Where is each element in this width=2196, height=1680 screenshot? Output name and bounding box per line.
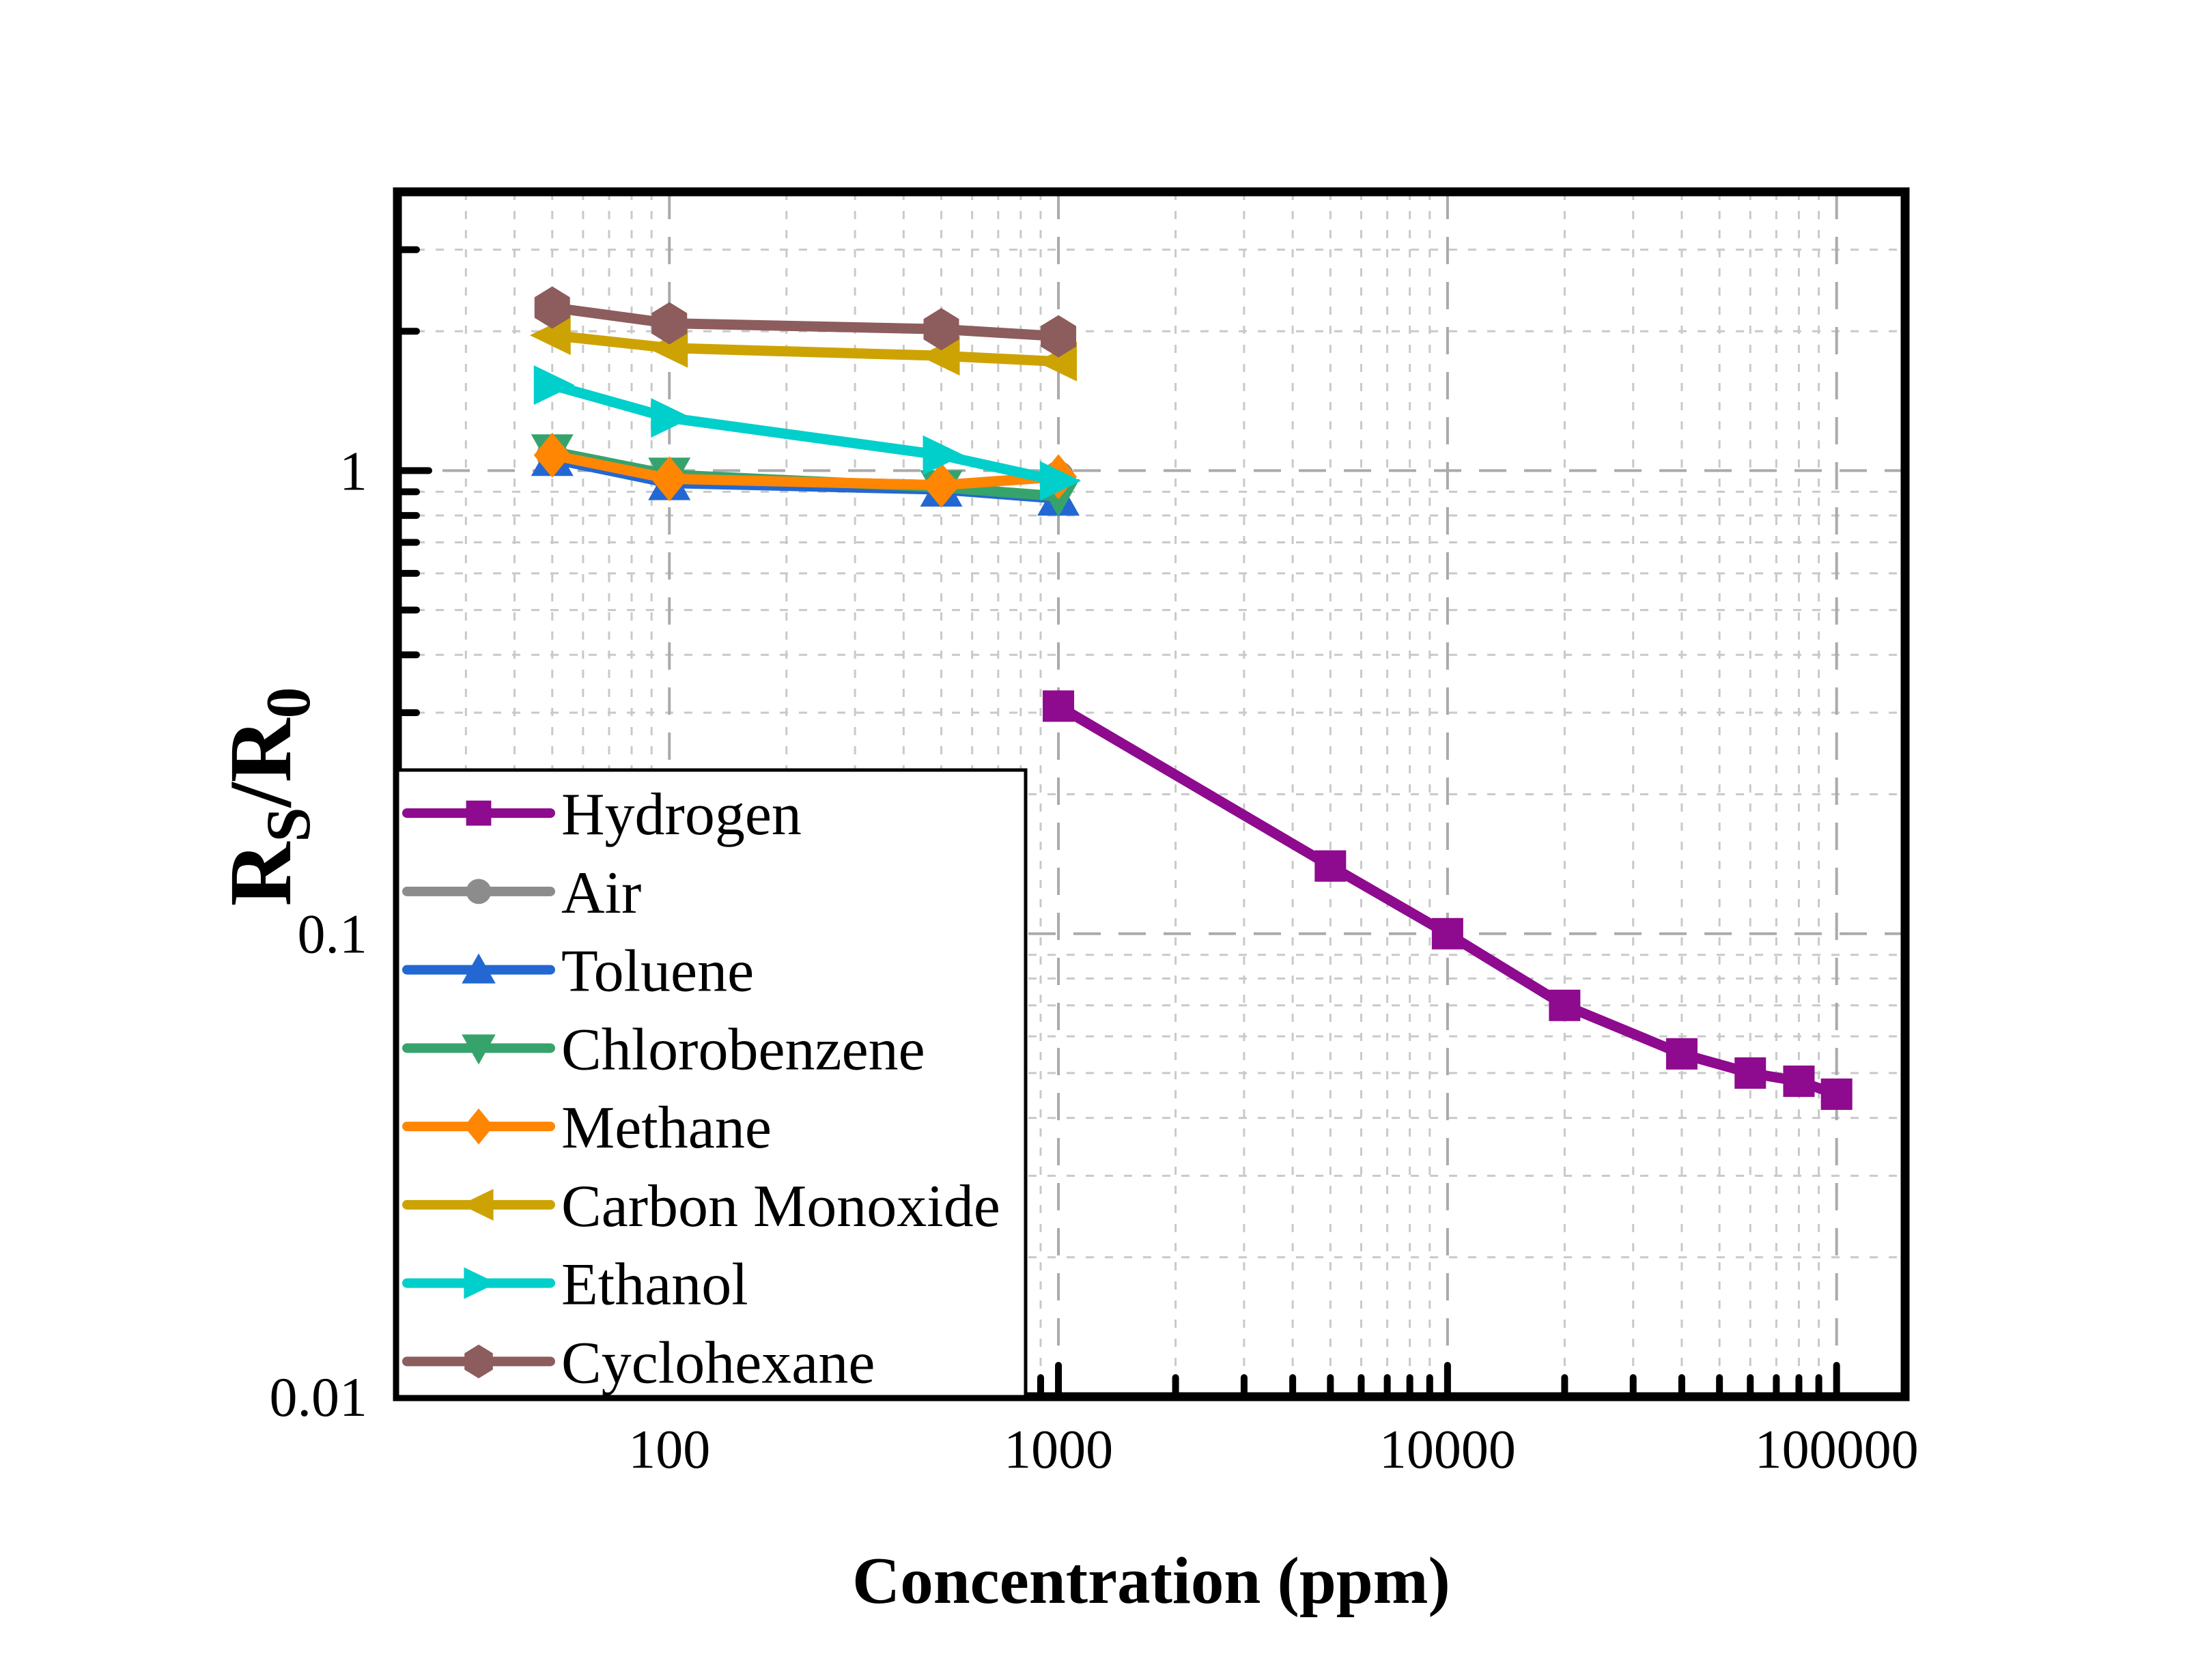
series-marker-ethanol <box>1040 461 1082 501</box>
legend-label-ethanol: Ethanol <box>561 1252 748 1318</box>
series-marker-cyclohexane <box>651 302 688 345</box>
y-tick-label: 0.01 <box>270 1366 368 1428</box>
x-tick-label: 1000 <box>1004 1420 1113 1480</box>
legend-marker-air <box>466 879 492 905</box>
series-marker-hydrogen <box>1431 917 1463 950</box>
legend-marker-cyclohexane <box>464 1344 493 1379</box>
x-tick-label: 100 <box>628 1420 710 1480</box>
legend-label-toluene: Toluene <box>561 939 754 1005</box>
series-marker-hydrogen <box>1734 1057 1766 1089</box>
legend-label-cyclohexane: Cyclohexane <box>561 1330 875 1396</box>
series-line-methane <box>551 450 1059 491</box>
series-marker-hydrogen <box>1820 1078 1853 1110</box>
x-axis-title: Concentration (ppm) <box>852 1544 1450 1617</box>
legend-marker-chlorobenzene <box>462 1034 496 1065</box>
legend-label-methane: Methane <box>561 1095 772 1161</box>
x-tick-label: 100000 <box>1755 1420 1919 1480</box>
series-line-carbon-monoxide <box>551 330 1059 367</box>
series-marker-hydrogen <box>1665 1038 1698 1070</box>
legend-label-air: Air <box>561 860 641 926</box>
x-tick-label: 10000 <box>1379 1420 1516 1480</box>
series-line-cyclohexane <box>551 302 1059 342</box>
series-marker-methane <box>923 462 960 508</box>
legend-label-hydrogen: Hydrogen <box>561 782 802 848</box>
series-marker-hydrogen <box>1783 1065 1815 1097</box>
legend-marker-methane <box>464 1108 494 1145</box>
legend-label-carbon-monoxide: Carbon Monoxide <box>561 1173 1000 1240</box>
series-marker-hydrogen <box>1314 850 1347 882</box>
series-marker-cyclohexane <box>534 286 570 329</box>
series-marker-methane <box>533 432 571 478</box>
series-marker-cyclohexane <box>1041 315 1077 358</box>
y-tick-label: 1 <box>339 440 367 502</box>
series-marker-carbon-monoxide <box>529 315 571 356</box>
legend-marker-hydrogen <box>466 800 492 826</box>
series-marker-hydrogen <box>1549 989 1581 1021</box>
legend-marker-toluene <box>462 953 496 984</box>
series-marker-carbon-monoxide <box>918 336 960 376</box>
series-marker-ethanol <box>651 398 692 438</box>
series-marker-methane <box>651 456 688 502</box>
legend-marker-carbon-monoxide <box>460 1188 494 1221</box>
legend-marker-ethanol <box>464 1267 497 1299</box>
series-marker-ethanol <box>923 435 964 475</box>
series-marker-cyclohexane <box>923 308 959 351</box>
series-marker-ethanol <box>533 365 575 405</box>
series-marker-hydrogen <box>1043 690 1075 722</box>
y-axis-title: RS/R0 <box>212 687 323 906</box>
legend-label-chlorobenzene: Chlorobenzene <box>561 1016 925 1083</box>
y-tick-label: 0.1 <box>298 903 368 965</box>
series-line-ethanol <box>550 380 1060 486</box>
legend-box <box>395 768 1028 1399</box>
